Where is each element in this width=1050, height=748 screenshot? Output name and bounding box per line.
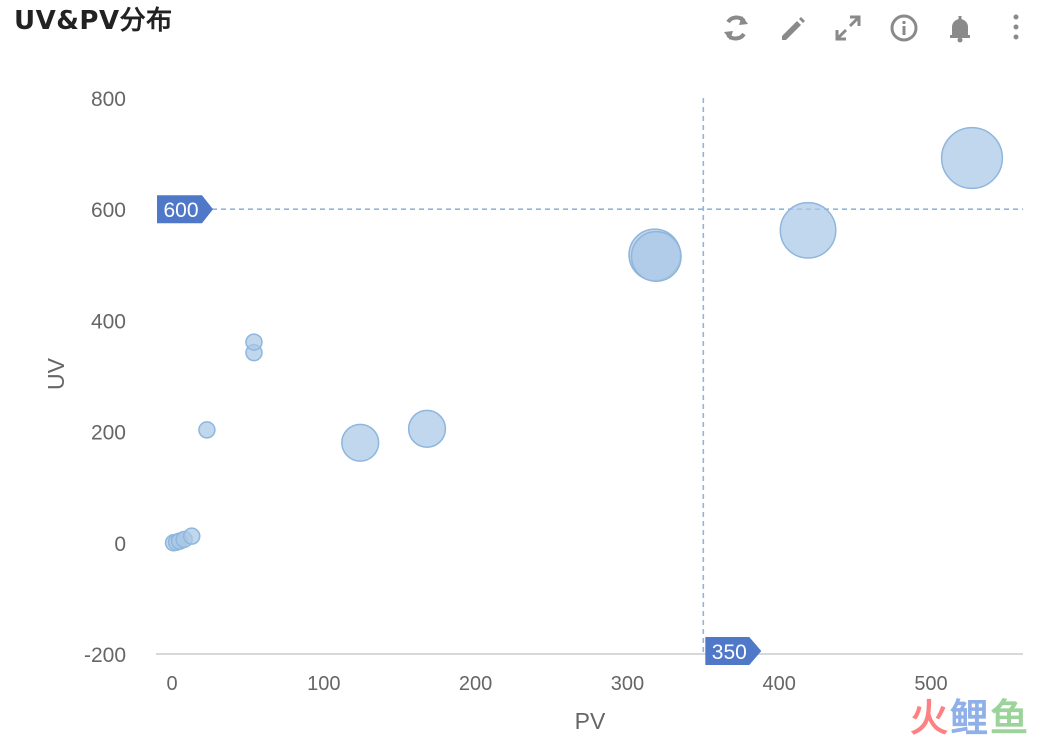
mark-lines	[212, 98, 1023, 654]
watermark-part-3: 鱼	[989, 696, 1030, 740]
refresh-button[interactable]	[716, 8, 756, 48]
more-button[interactable]	[996, 8, 1036, 48]
bubble-point	[341, 423, 380, 462]
y-tick-label: 800	[91, 88, 126, 111]
bubbles	[164, 126, 1004, 552]
x-tick-label: 400	[763, 673, 796, 695]
bubble-point	[198, 421, 216, 439]
y-tick-label: 400	[91, 310, 126, 333]
watermark-logo: 火鲤鱼	[910, 687, 1030, 742]
y-mark-flag	[157, 195, 213, 224]
bubble-point	[779, 201, 837, 259]
x-tick-label: 500	[914, 673, 947, 695]
info-icon	[890, 14, 918, 42]
toolbar	[724, 8, 1050, 48]
fullscreen-button[interactable]	[828, 8, 868, 48]
bubble-point	[407, 409, 447, 448]
x-tick-label: 0	[166, 673, 177, 695]
bubble-point	[182, 527, 201, 545]
y-tick-label: 200	[91, 422, 126, 445]
watermark-part-1: 火	[909, 696, 950, 740]
bubble-point	[940, 126, 1004, 190]
page-title: UV&PV分布	[14, 6, 173, 36]
x-tick-label: 100	[307, 673, 340, 695]
fullscreen-icon	[835, 15, 861, 41]
y-axis-title: UV	[43, 357, 69, 390]
x-mark-flag	[705, 637, 762, 665]
info-button[interactable]	[884, 8, 924, 48]
y-tick-label: 0	[114, 533, 126, 556]
axes: -200 0 200 400 600 800 0 100 200 300 400 500 PV UV	[43, 88, 1023, 734]
bubble-point	[630, 230, 682, 283]
x-mark-label: 350	[712, 641, 747, 664]
alert-button[interactable]	[940, 8, 980, 48]
edit-button[interactable]	[772, 8, 812, 48]
edit-icon	[782, 17, 805, 40]
bubble-point	[245, 333, 263, 351]
y-tick-label: 600	[91, 199, 126, 222]
refresh-icon	[724, 15, 748, 41]
x-tick-label: 300	[611, 673, 644, 695]
mark-labels: 600 350	[157, 195, 762, 665]
more-icon	[1013, 14, 1019, 40]
y-mark-label: 600	[163, 199, 198, 222]
watermark-part-2: 鲤	[949, 696, 990, 740]
bell-icon	[950, 16, 970, 43]
x-tick-label: 200	[459, 673, 492, 695]
y-tick-label: -200	[84, 644, 126, 667]
x-axis-title: PV	[575, 708, 606, 734]
